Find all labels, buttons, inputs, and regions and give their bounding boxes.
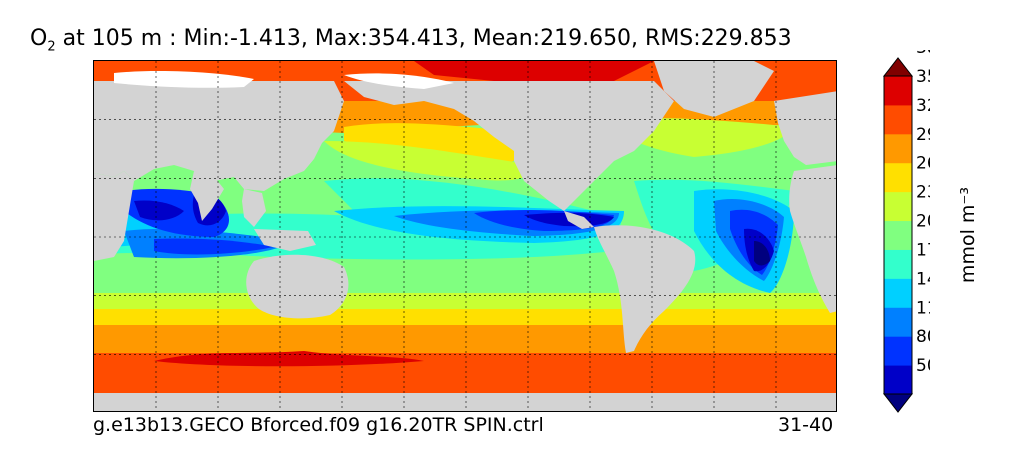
colorbar-tick-label: 170 — [916, 240, 930, 260]
colorbar-bin — [884, 307, 912, 337]
land-india — [190, 171, 224, 221]
field-patch — [154, 238, 274, 255]
title-stats: at 105 m : Min:-1.413, Max:354.413, Mean… — [55, 26, 792, 51]
field-patch — [324, 141, 534, 181]
colorbar-tick-label: 200 — [916, 212, 930, 232]
colorbar-extend-min — [882, 393, 914, 413]
land-north-america — [344, 81, 674, 211]
field-patch — [754, 241, 770, 266]
colorbar-bin — [884, 191, 912, 222]
colorbar-tick-label: 50 — [916, 356, 930, 376]
land-asia-europe — [94, 81, 344, 191]
chart-title: O2 at 105 m : Min:-1.413, Max:354.413, M… — [30, 26, 792, 54]
colorbar-bin — [884, 249, 912, 279]
field-patch — [154, 351, 424, 367]
land-indonesia — [254, 229, 316, 251]
land-africa — [789, 165, 836, 313]
colorbar-extend-max — [882, 57, 914, 77]
sea-ice — [114, 71, 254, 88]
colorbar-unit-label: mmol m⁻³ — [957, 186, 979, 284]
ocean-oxygen-map — [93, 60, 837, 412]
field-patch — [344, 123, 525, 165]
colorbar-tick-label: 350 — [916, 67, 930, 87]
title-subscript: 2 — [47, 39, 56, 55]
colorbar-bin — [884, 365, 912, 395]
colorbar-border — [883, 75, 913, 395]
title-species: O — [30, 26, 48, 51]
colorbar: 50 80 110 140 170 200 230 260 290 320 350 380 — [882, 50, 930, 413]
colorbar-bin — [884, 336, 912, 366]
land-greenland — [654, 61, 774, 117]
land-south-america — [594, 225, 696, 353]
land-australia — [246, 254, 349, 319]
field-band — [94, 307, 836, 325]
antarctica-land — [94, 393, 836, 411]
colorbar-bin — [884, 133, 912, 164]
colorbar-bin — [884, 162, 912, 193]
colorbar-bin — [884, 104, 912, 135]
field-patch — [414, 61, 654, 83]
land-central-america — [564, 211, 594, 229]
colorbar-tick-label: 230 — [916, 183, 930, 203]
colorbar-tick-label: 320 — [916, 96, 930, 116]
colorbar-ticks: 50 80 110 140 170 200 230 260 290 320 350 380 — [916, 50, 930, 376]
colorbar-bin — [884, 220, 912, 250]
colorbar-tick-label: 260 — [916, 154, 930, 174]
land-seasia — [242, 189, 266, 227]
land-africa-west — [94, 171, 134, 261]
colorbar-swatches — [882, 57, 914, 413]
colorbar-tick-label: 290 — [916, 125, 930, 145]
colorbar-tick-label: 380 — [916, 50, 930, 58]
colorbar-tick-label: 140 — [916, 269, 930, 289]
field-patch — [134, 200, 184, 221]
map-gridlines — [94, 61, 836, 411]
map-plot-area — [94, 61, 836, 411]
colorbar-bin — [884, 278, 912, 308]
colorbar-tick-label: 110 — [916, 298, 930, 318]
land-europe-west — [774, 91, 836, 165]
case-name: g.e13b13.GECO Bforced.f09 g16.20TR SPIN.… — [93, 414, 544, 436]
sea-ice — [344, 73, 454, 89]
years-label: 31-40 — [778, 414, 834, 436]
colorbar-tick-label: 80 — [916, 327, 930, 347]
colorbar-bin — [884, 76, 912, 106]
